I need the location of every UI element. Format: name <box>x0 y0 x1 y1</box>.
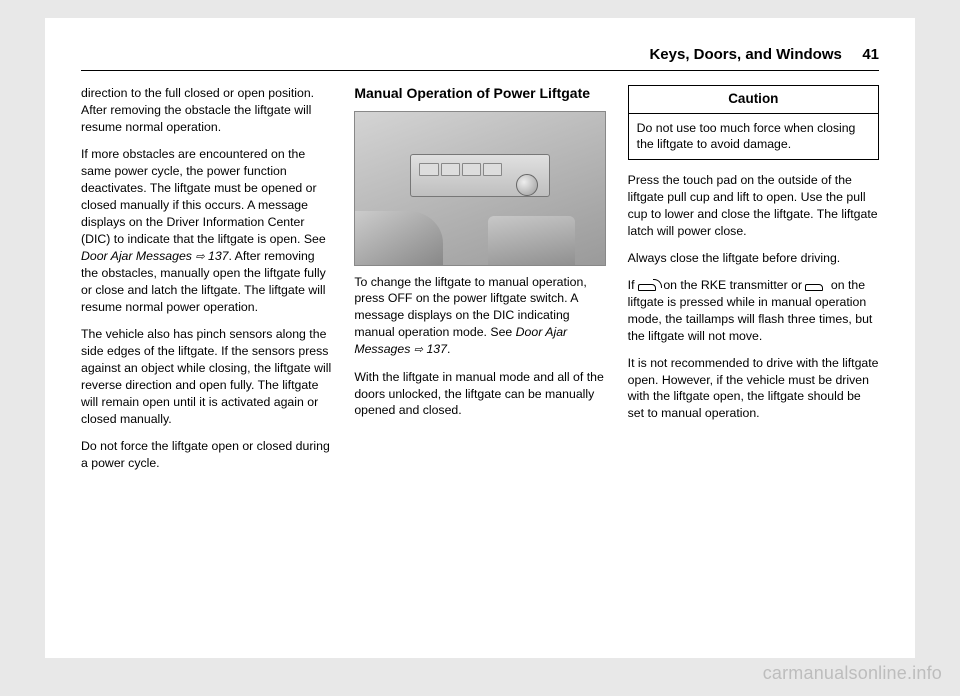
reference-icon: ⇨ <box>195 250 204 265</box>
paragraph: The vehicle also has pinch sensors along… <box>81 326 332 428</box>
paragraph: Always close the liftgate before driving… <box>628 250 879 267</box>
ref-page: 137 <box>426 342 447 356</box>
figure-button <box>462 163 481 176</box>
figure-button <box>419 163 438 176</box>
figure-knob <box>516 174 538 196</box>
column-middle: Manual Operation of Power Liftgate To ch… <box>354 85 605 482</box>
caution-title: Caution <box>629 86 878 114</box>
text: If more obstacles are encountered on the… <box>81 147 326 246</box>
cross-reference: Door Ajar Messages ⇨ 137 <box>81 249 229 263</box>
column-left: direction to the full closed or open pos… <box>81 85 332 482</box>
paragraph: Press the touch pad on the outside of th… <box>628 172 879 240</box>
paragraph: It is not recommended to drive with the … <box>628 355 879 423</box>
figure-button-row <box>419 163 502 176</box>
manual-page: Keys, Doors, and Windows 41 direction to… <box>45 18 915 658</box>
liftgate-button-icon <box>805 281 827 290</box>
paragraph: With the liftgate in manual mode and all… <box>354 369 605 420</box>
ref-page: 137 <box>208 249 229 263</box>
text: . <box>447 342 450 356</box>
paragraph: direction to the full closed or open pos… <box>81 85 332 136</box>
paragraph: If on the RKE transmitter or on the lift… <box>628 277 879 345</box>
liftgate-switch-figure <box>354 111 605 266</box>
subsection-heading: Manual Operation of Power Liftgate <box>354 85 605 103</box>
figure-seat <box>355 211 442 265</box>
content-columns: direction to the full closed or open pos… <box>81 85 879 482</box>
watermark: carmanualsonline.info <box>763 663 942 684</box>
caution-box: Caution Do not use too much force when c… <box>628 85 879 160</box>
caution-body: Do not use too much force when closing t… <box>629 114 878 159</box>
ref-text: Door Ajar Messages <box>81 249 195 263</box>
page-header: Keys, Doors, and Windows 41 <box>81 46 879 71</box>
reference-icon: ⇨ <box>414 343 423 358</box>
text: on the RKE transmitter or <box>660 278 806 292</box>
paragraph: If more obstacles are encountered on the… <box>81 146 332 316</box>
figure-button <box>483 163 502 176</box>
section-title: Keys, Doors, and Windows <box>649 46 841 63</box>
figure-button <box>441 163 460 176</box>
column-right: Caution Do not use too much force when c… <box>628 85 879 482</box>
paragraph: To change the liftgate to manual operati… <box>354 274 605 359</box>
figure-console <box>488 216 575 265</box>
figure-switch-panel <box>410 154 550 197</box>
paragraph: Do not force the liftgate open or closed… <box>81 438 332 472</box>
rke-remote-icon <box>638 281 660 290</box>
page-number: 41 <box>862 46 879 63</box>
text: If <box>628 278 638 292</box>
